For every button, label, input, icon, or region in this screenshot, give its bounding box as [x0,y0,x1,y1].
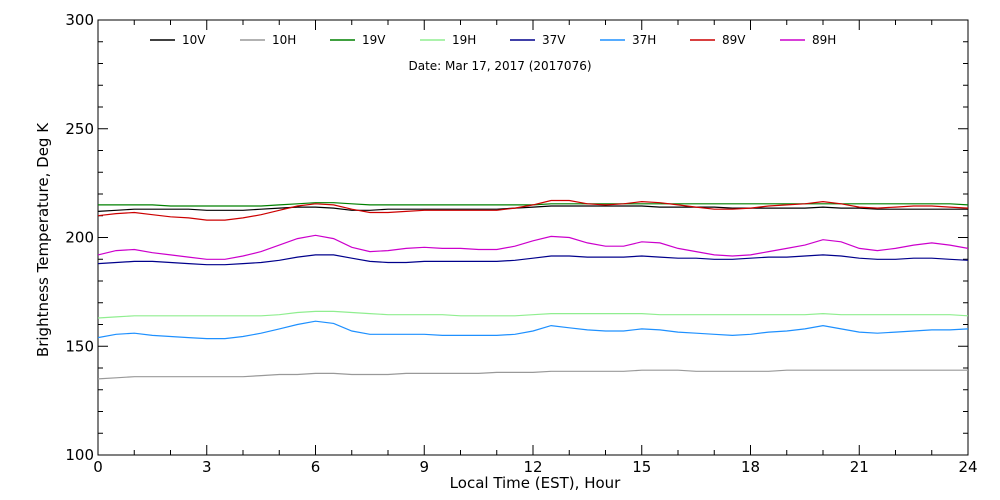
x-tick-label: 9 [419,458,429,476]
x-tick-label: 0 [93,458,103,476]
series-line-10h [97,369,968,380]
series-line-10v [97,205,968,212]
legend: 10V 10H 19V 19H 37V 37H 89V 89H [150,33,836,47]
legend-label-89h: 89H [812,33,836,47]
x-tick-label: 6 [311,458,321,476]
x-tick-label: 24 [958,458,977,476]
x-axis-title: Local Time (EST), Hour [450,474,621,492]
legend-label-37v: 37V [542,33,566,47]
x-tick-label: 15 [632,458,651,476]
x-axis: 0 3 6 9 12 15 18 21 24 [93,20,978,476]
legend-label-19v: 19V [362,33,386,47]
series-line-89h [97,234,969,260]
x-tick-label: 12 [523,458,542,476]
legend-label-10h: 10H [272,33,296,47]
y-tick-label: 200 [65,229,94,247]
series-lines [97,199,969,380]
series-line-37v [97,254,969,266]
plot-frame [97,19,969,456]
chart-subtitle: Date: Mar 17, 2017 (2017076) [408,59,591,73]
y-tick-label: 100 [65,446,94,464]
y-tick-label: 150 [65,337,94,355]
y-axis-title: Brightness Temperature, Deg K [34,122,52,357]
y-axis: 100 150 200 250 300 [65,11,968,464]
legend-label-37h: 37H [632,33,656,47]
series-line-89v [97,199,969,221]
legend-label-19h: 19H [452,33,476,47]
y-tick-label: 300 [65,11,94,29]
series-line-37h [97,320,969,340]
x-tick-label: 21 [850,458,869,476]
x-tick-label: 18 [741,458,760,476]
y-tick-label: 250 [65,120,94,138]
series-line-19h [97,310,969,319]
legend-label-10v: 10V [182,33,206,47]
legend-label-89v: 89V [722,33,746,47]
x-tick-label: 3 [202,458,212,476]
